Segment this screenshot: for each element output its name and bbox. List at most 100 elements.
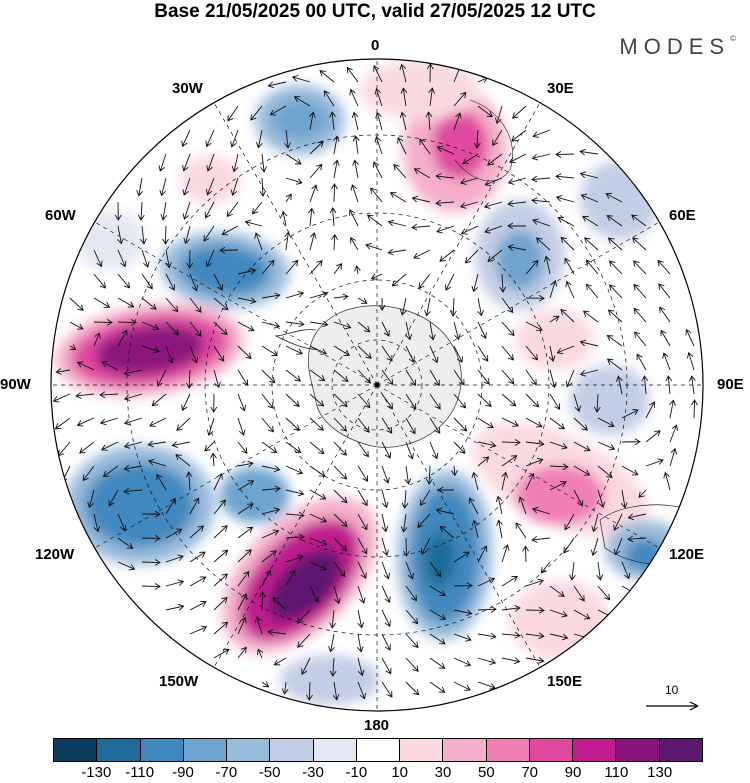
- wind-vector-arrow: [579, 369, 599, 377]
- wind-vector-arrow: [141, 297, 157, 310]
- wind-vector-arrow: [401, 489, 409, 509]
- wind-vector-arrow: [459, 177, 479, 185]
- wind-vector-arrow: [285, 320, 305, 328]
- colorbar-swatch: [659, 739, 702, 761]
- brand-logo: MODES©: [619, 34, 736, 59]
- wind-vector-arrow: [189, 345, 199, 364]
- wind-vector-arrow: [613, 513, 623, 532]
- wind-vector-arrow: [405, 441, 414, 460]
- wind-vector-arrow: [501, 369, 515, 385]
- wind-vector-arrow: [309, 320, 329, 328]
- wind-vector-arrow: [93, 319, 113, 326]
- wind-vector-arrow: [531, 197, 551, 205]
- wind-vector-arrow: [531, 536, 551, 543]
- wind-vector-arrow: [477, 577, 496, 587]
- colorbar-swatch: [270, 739, 314, 761]
- wind-vector-arrow: [387, 219, 407, 227]
- wind-vector-arrow: [213, 472, 223, 491]
- wind-vector-arrow: [381, 537, 389, 557]
- wind-vector-arrow: [525, 632, 545, 640]
- wind-vector-arrow: [425, 465, 433, 485]
- wind-vector-arrow: [525, 260, 539, 275]
- wind-vector-arrow: [357, 585, 366, 604]
- wind-vector-arrow: [356, 633, 364, 653]
- wind-vector-arrow: [487, 153, 503, 166]
- wind-vector-arrow: [281, 681, 289, 695]
- wind-vector-arrow: [267, 628, 287, 636]
- wind-vector-arrow: [411, 195, 431, 203]
- wind-vector-arrow: [429, 441, 439, 460]
- wind-vector-arrow: [328, 633, 335, 653]
- wind-vector-arrow: [237, 480, 255, 491]
- wind-vector-arrow: [329, 207, 337, 227]
- wind-vector-arrow: [285, 465, 304, 475]
- wind-vector-arrow: [306, 681, 313, 701]
- wind-vector-arrow: [549, 369, 557, 389]
- wind-vector-arrow: [309, 141, 324, 155]
- wind-vector-arrow: [309, 537, 328, 547]
- wind-vector-arrow: [285, 569, 296, 587]
- colorbar-swatch: [443, 739, 487, 761]
- wind-vector-arrow: [436, 145, 455, 155]
- wind-vector-arrow: [501, 393, 517, 407]
- wind-vector-arrow: [213, 648, 230, 659]
- wind-vector-arrow: [209, 452, 217, 467]
- wind-vector-arrow: [645, 401, 656, 419]
- wind-vector-arrow: [525, 457, 544, 467]
- wind-vector-arrow: [660, 329, 671, 347]
- wind-vector-arrow: [549, 441, 568, 450]
- wind-vector-arrow: [525, 440, 545, 448]
- wind-vector-arrow: [182, 177, 191, 196]
- wind-vector-arrow: [633, 307, 647, 323]
- wind-vector-arrow: [501, 657, 521, 664]
- wind-vector-arrow: [357, 297, 368, 304]
- wind-vector-arrow: [579, 171, 599, 179]
- wind-vector-arrow: [101, 441, 119, 451]
- label-lon-90e: 90E: [717, 376, 744, 393]
- wind-vector-arrow: [75, 392, 95, 399]
- wind-vector-arrow: [357, 369, 372, 384]
- wind-vector-arrow: [579, 339, 599, 347]
- wind-vector-arrow: [484, 225, 503, 234]
- wind-vector-arrow: [52, 393, 71, 403]
- meridian-line: [376, 384, 543, 671]
- anomaly-region: [85, 463, 195, 547]
- wind-vector-arrow: [297, 609, 311, 624]
- wind-vector-arrow: [350, 184, 359, 203]
- wind-vector-arrow: [136, 177, 143, 197]
- wind-vector-arrow: [525, 472, 535, 491]
- meridian-line: [376, 99, 543, 386]
- wind-vector-arrow: [607, 237, 623, 251]
- wind-vector-arrow: [55, 368, 71, 375]
- wind-vector-arrow: [333, 465, 348, 480]
- wind-vector-arrow: [352, 159, 359, 179]
- wind-vector-arrow: [137, 201, 145, 221]
- wind-vector-arrow: [399, 297, 407, 316]
- wind-vector-arrow: [573, 489, 584, 507]
- wind-vector-arrow: [117, 561, 136, 571]
- wind-vector-arrow: [501, 345, 514, 361]
- anomaly-region: [272, 100, 328, 140]
- wind-vector-arrow: [141, 534, 161, 542]
- wind-vector-arrow: [333, 489, 348, 504]
- colorbar-swatch: [140, 739, 184, 761]
- wind-vector-arrow: [357, 393, 371, 409]
- wind-vector-arrow: [421, 537, 431, 555]
- wind-vector-arrow: [381, 345, 393, 362]
- wind-vector-arrow: [141, 510, 161, 518]
- wind-vector-arrow: [399, 111, 407, 131]
- wind-vector-arrow: [149, 417, 167, 427]
- wind-vector-arrow: [381, 585, 391, 604]
- colorbar-tick-label: -90: [172, 764, 194, 781]
- wind-vector-arrow: [621, 561, 631, 580]
- wind-vector-arrow: [226, 201, 239, 218]
- south-pole-marker: [374, 382, 380, 388]
- wind-vector-arrow: [261, 417, 275, 433]
- wind-vector-arrow: [608, 284, 623, 299]
- wind-vector-arrow: [189, 497, 200, 515]
- wind-vector-arrow: [285, 290, 305, 299]
- wind-vector-arrow: [256, 648, 264, 659]
- wind-vector-arrow: [608, 260, 623, 275]
- wind-vector-arrow: [499, 273, 507, 293]
- colorbar-tick-label: 30: [434, 764, 452, 781]
